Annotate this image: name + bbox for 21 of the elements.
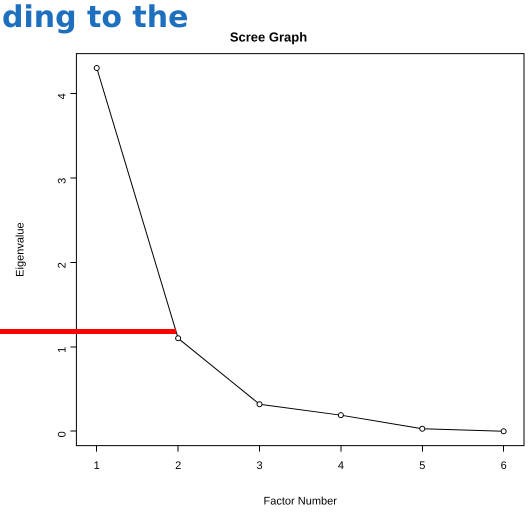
y-tick-label: 4 <box>56 93 68 100</box>
point <box>338 412 344 418</box>
x-tick-label: 1 <box>94 460 100 472</box>
point <box>175 335 182 342</box>
point <box>94 64 100 71</box>
y-tick-label: 0 <box>56 431 68 438</box>
x-axis-title: Factor Number <box>264 495 338 508</box>
y-axis-title: Eigenvalue <box>14 222 27 277</box>
y-tick-label: 1 <box>56 346 68 353</box>
x-tick-label: 4 <box>338 460 344 472</box>
y-tick-label: 2 <box>56 262 68 268</box>
point <box>419 426 426 432</box>
x-tick-label: 6 <box>500 460 507 472</box>
x-tick-label: 5 <box>419 460 426 472</box>
chart-title: Scree Graph <box>230 29 308 44</box>
x-tick-label: 3 <box>256 460 263 472</box>
point <box>256 401 263 408</box>
y-tick-label: 3 <box>56 178 68 184</box>
x-tick-label: 2 <box>175 460 182 472</box>
text: ding to the <box>2 0 188 35</box>
point <box>500 428 507 434</box>
